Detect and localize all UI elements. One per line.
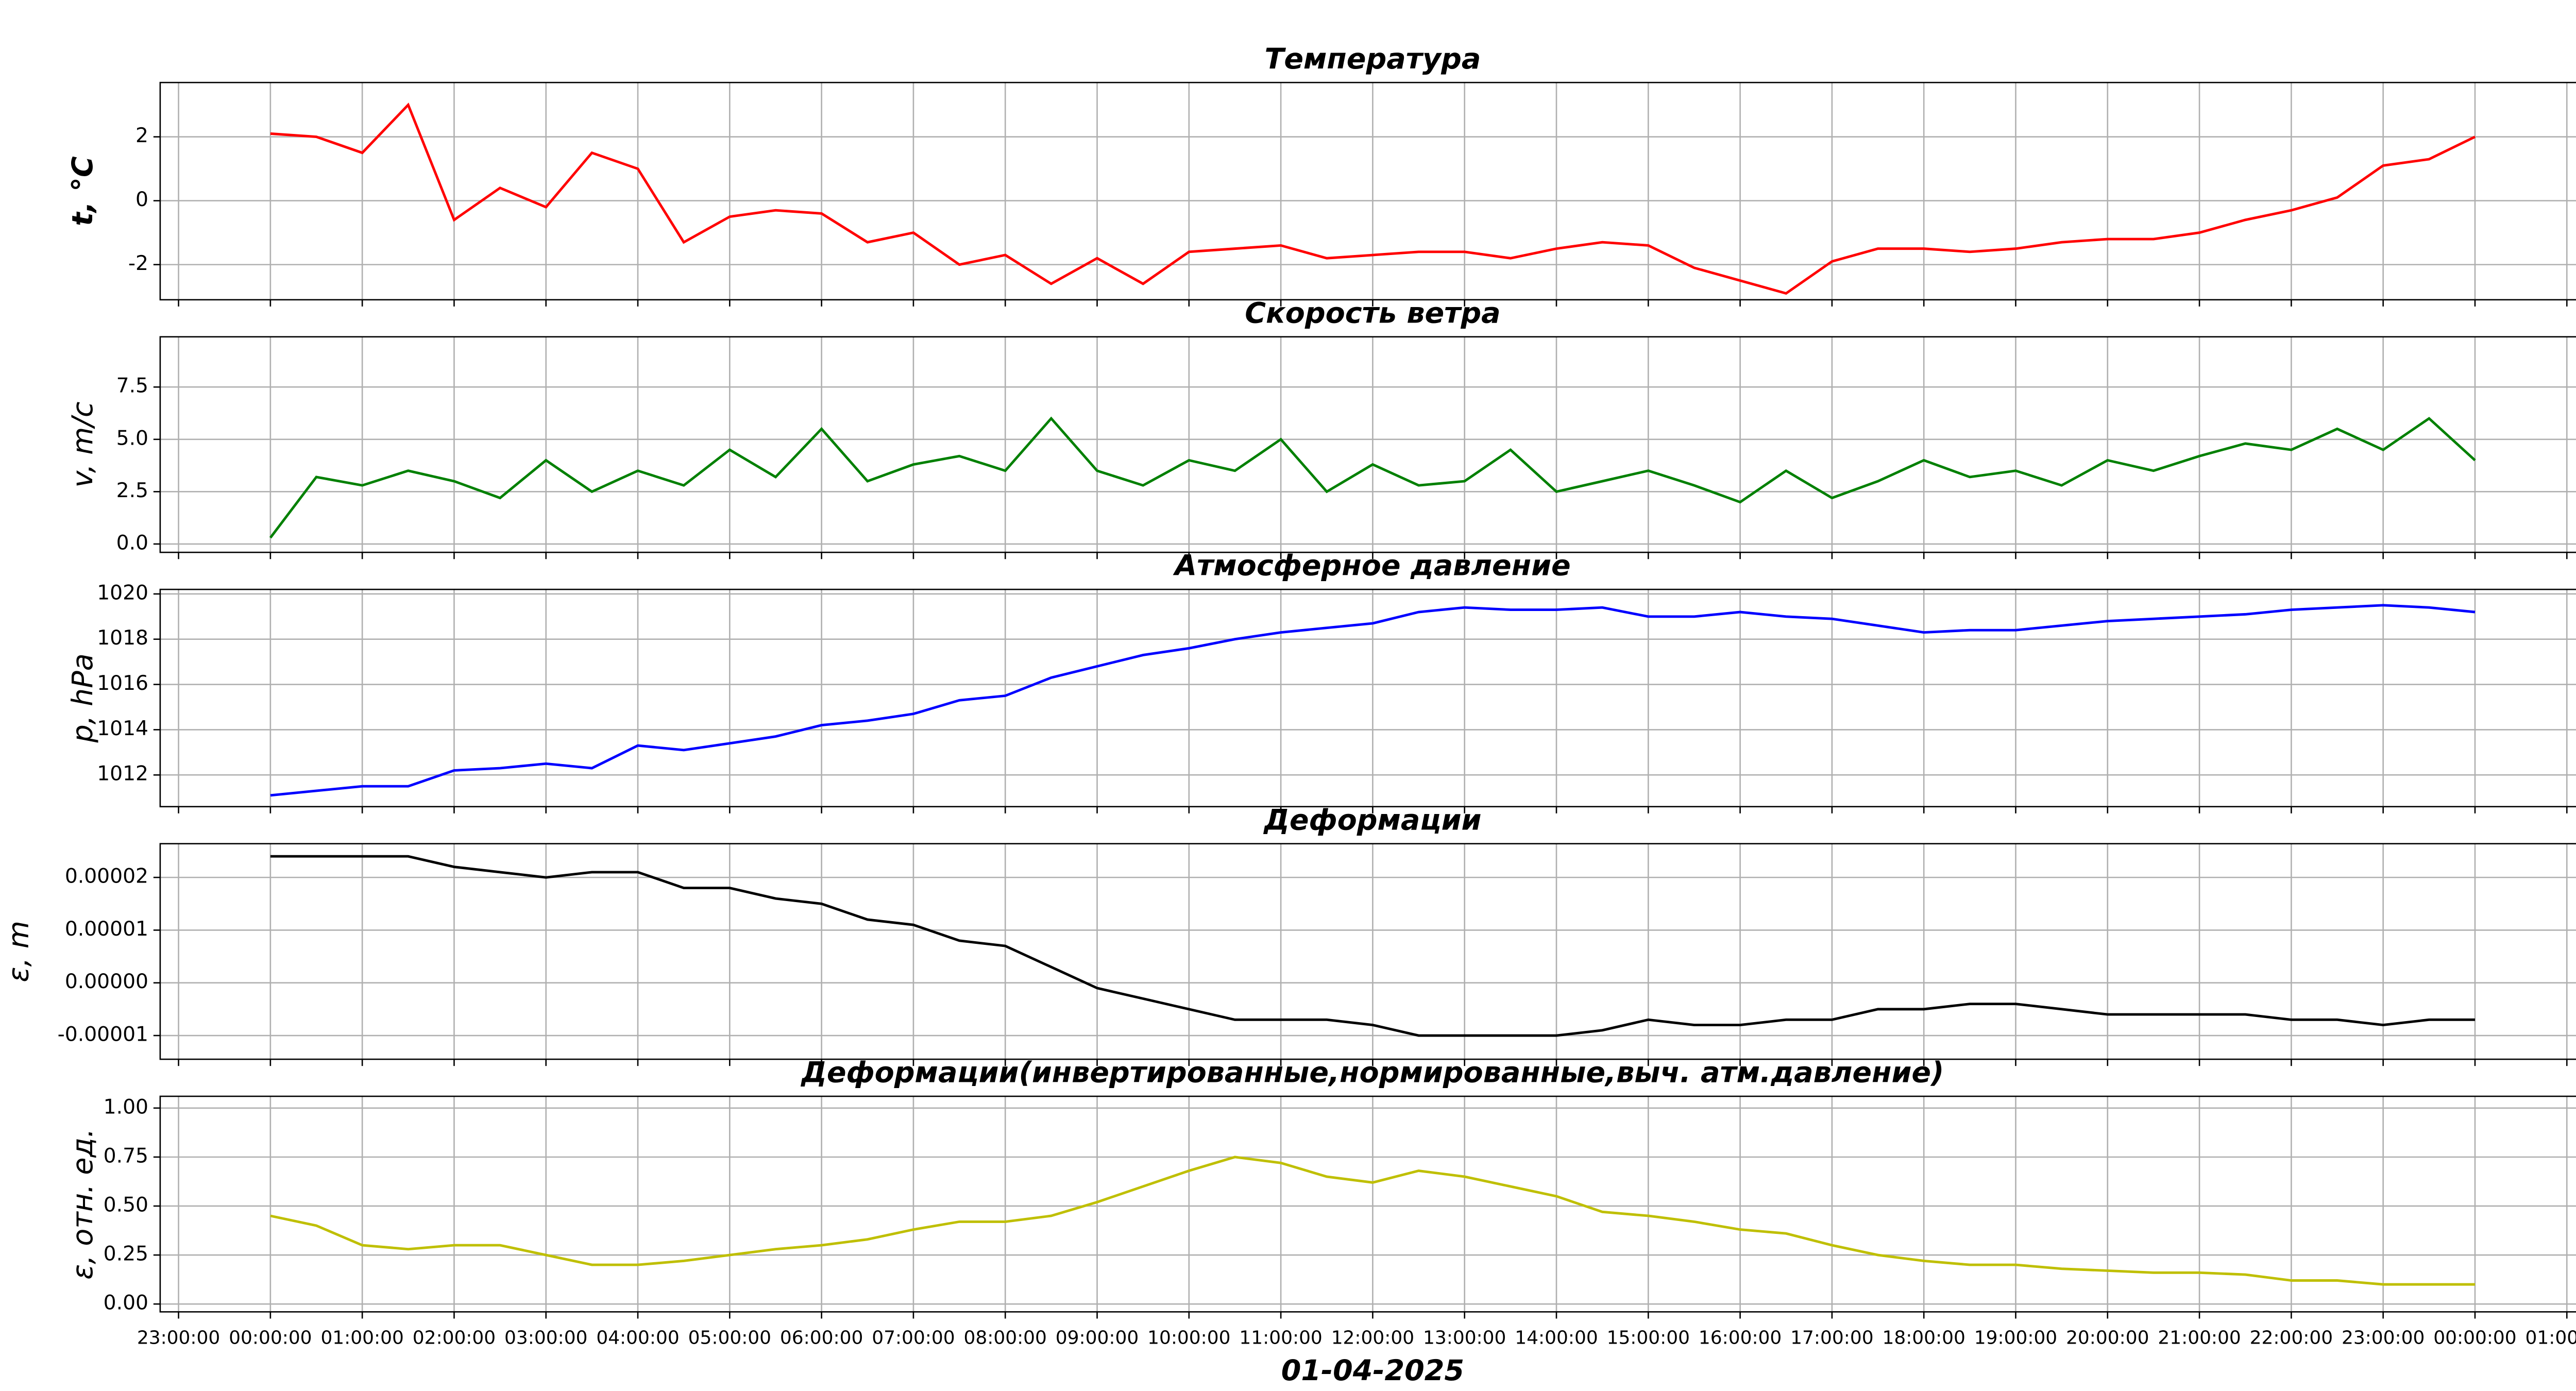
subplot-title: Скорость ветра: [1245, 296, 1500, 330]
x-tick-label: 00:00:00: [229, 1328, 312, 1349]
y-axis-label: v, m/c: [66, 401, 99, 487]
plot-area: [160, 336, 2576, 553]
y-tick-label: -2: [128, 252, 148, 275]
x-tick-label: 07:00:00: [872, 1328, 955, 1349]
subplot-title: Температура: [1264, 42, 1481, 76]
plot-area: [160, 1096, 2576, 1312]
x-tick-label: 13:00:00: [1423, 1328, 1506, 1349]
x-tick-label: 14:00:00: [1515, 1328, 1598, 1349]
plot-frame: [159, 588, 2576, 808]
y-tick-label: -0.00001: [58, 1023, 148, 1046]
y-axis-label: ε, отн. ед.: [66, 1128, 99, 1280]
x-tick-label: 20:00:00: [2066, 1328, 2149, 1349]
y-tick-label: 1018: [97, 626, 148, 650]
subplot-title: Деформации(инвертированные,нормированные…: [800, 1056, 1944, 1090]
y-tick-label: 2: [135, 124, 148, 147]
x-tick-label: 01:00:00: [320, 1328, 403, 1349]
x-tick-label: 22:00:00: [2250, 1328, 2333, 1349]
x-tick-label: 19:00:00: [1974, 1328, 2057, 1349]
y-tick-label: 0: [135, 188, 148, 211]
x-axis-label: 01-04-2025: [1281, 1354, 1464, 1387]
plot-frame: [159, 843, 2576, 1060]
plot-area: [160, 589, 2576, 807]
y-tick-label: 1014: [97, 717, 148, 740]
y-tick-label: 0.50: [104, 1193, 148, 1216]
y-axis-label: ε, m: [2, 921, 36, 982]
data-line: [270, 855, 2475, 1037]
data-line: [270, 604, 2476, 797]
y-tick-label: 7.5: [116, 375, 148, 398]
x-tick-label: 12:00:00: [1331, 1328, 1414, 1349]
x-tick-label: 02:00:00: [413, 1328, 496, 1349]
data-line: [270, 1156, 2475, 1286]
y-tick-label: 5.0: [116, 427, 148, 450]
subplot-title: Атмосферное давление: [1173, 549, 1571, 583]
y-tick-label: 2.5: [116, 479, 148, 502]
y-axis-label: t, °C: [66, 156, 99, 226]
plot-frame: [159, 336, 2576, 553]
plot-area: [160, 843, 2576, 1060]
x-tick-label: 08:00:00: [964, 1328, 1047, 1349]
plot-frame: [159, 81, 2576, 301]
x-tick-label: 05:00:00: [688, 1328, 771, 1349]
x-tick-label: 03:00:00: [504, 1328, 587, 1349]
plot-area: [160, 82, 2576, 300]
x-tick-label: 01:00:00: [2526, 1328, 2576, 1349]
x-tick-label: 15:00:00: [1607, 1328, 1690, 1349]
y-tick-label: 0.0: [116, 531, 148, 554]
y-axis-label: p, hPa: [66, 653, 99, 743]
y-tick-label: 0.00001: [65, 918, 148, 941]
x-tick-label: 11:00:00: [1239, 1328, 1322, 1349]
x-tick-label: 21:00:00: [2158, 1328, 2241, 1349]
y-tick-label: 0.75: [104, 1144, 148, 1167]
data-line: [270, 103, 2476, 295]
y-tick-label: 0.00: [104, 1292, 148, 1315]
x-tick-label: 10:00:00: [1147, 1328, 1230, 1349]
data-line: [269, 416, 2476, 539]
x-tick-label: 00:00:00: [2433, 1328, 2516, 1349]
y-tick-label: 0.25: [104, 1243, 148, 1266]
x-tick-label: 04:00:00: [596, 1328, 679, 1349]
y-tick-label: 0.00000: [65, 970, 148, 993]
y-tick-label: 1020: [97, 581, 148, 604]
subplot-title: Деформации: [1263, 803, 1481, 837]
y-tick-label: 1012: [97, 762, 148, 786]
y-tick-label: 0.00002: [65, 865, 148, 888]
x-tick-label: 18:00:00: [1882, 1328, 1965, 1349]
x-tick-label: 23:00:00: [2342, 1328, 2425, 1349]
x-tick-label: 16:00:00: [1699, 1328, 1782, 1349]
x-tick-label: 17:00:00: [1790, 1328, 1873, 1349]
plot-frame: [159, 1095, 2576, 1313]
y-tick-label: 1.00: [104, 1095, 148, 1118]
y-tick-label: 1016: [97, 672, 148, 695]
x-tick-label: 09:00:00: [1056, 1328, 1139, 1349]
x-tick-label: 06:00:00: [780, 1328, 863, 1349]
x-tick-label: 23:00:00: [137, 1328, 220, 1349]
